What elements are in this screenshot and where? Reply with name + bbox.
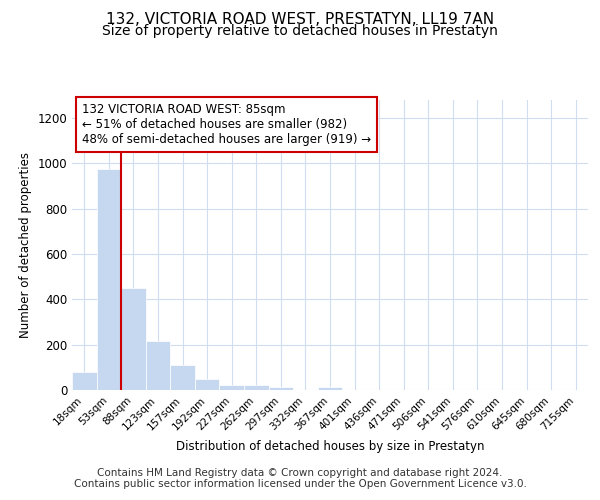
Text: Contains public sector information licensed under the Open Government Licence v3: Contains public sector information licen… — [74, 479, 526, 489]
Text: 132, VICTORIA ROAD WEST, PRESTATYN, LL19 7AN: 132, VICTORIA ROAD WEST, PRESTATYN, LL19… — [106, 12, 494, 28]
Text: Size of property relative to detached houses in Prestatyn: Size of property relative to detached ho… — [102, 24, 498, 38]
Bar — [195, 379, 220, 390]
Bar — [72, 372, 97, 390]
Text: Contains HM Land Registry data © Crown copyright and database right 2024.: Contains HM Land Registry data © Crown c… — [97, 468, 503, 477]
Bar — [220, 385, 244, 390]
Bar — [318, 386, 342, 390]
Bar — [244, 385, 269, 390]
Bar — [121, 288, 146, 390]
Text: 132 VICTORIA ROAD WEST: 85sqm
← 51% of detached houses are smaller (982)
48% of : 132 VICTORIA ROAD WEST: 85sqm ← 51% of d… — [82, 103, 371, 146]
X-axis label: Distribution of detached houses by size in Prestatyn: Distribution of detached houses by size … — [176, 440, 484, 453]
Y-axis label: Number of detached properties: Number of detached properties — [19, 152, 32, 338]
Bar — [269, 386, 293, 390]
Bar — [170, 365, 195, 390]
Bar — [146, 342, 170, 390]
Bar — [97, 169, 121, 390]
